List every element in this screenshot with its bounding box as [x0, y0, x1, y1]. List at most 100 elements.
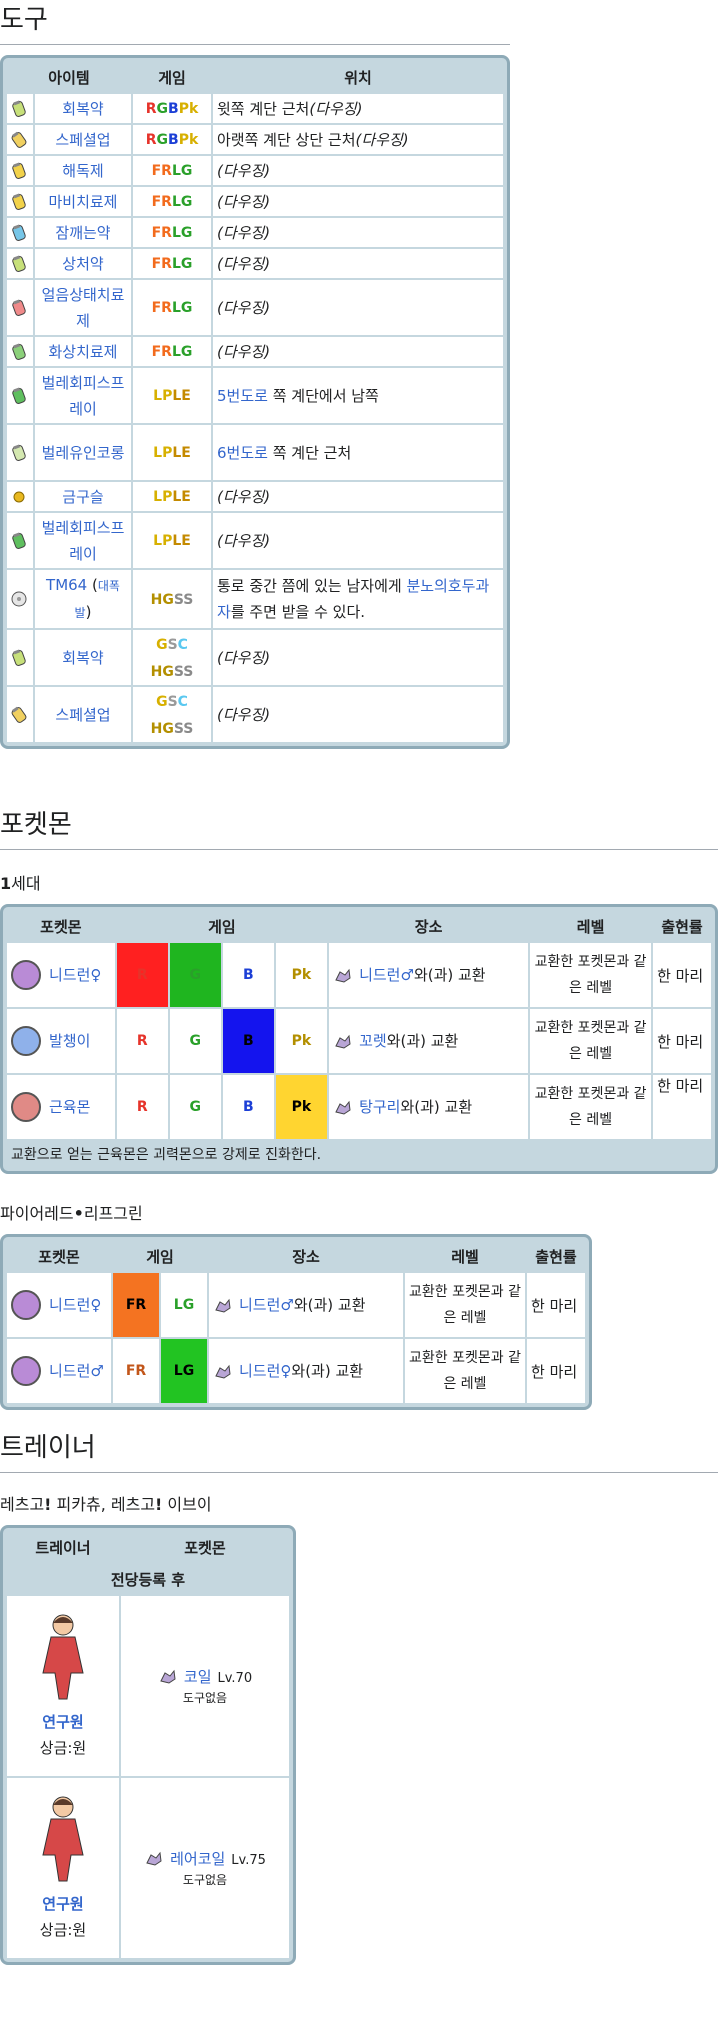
- location-item-link[interactable]: 분노의호두과자: [217, 577, 490, 621]
- item-link[interactable]: 스페셜업: [55, 130, 111, 149]
- game-badge: R: [145, 101, 157, 117]
- pokemon-link[interactable]: 근육몬: [49, 1097, 91, 1116]
- location-link[interactable]: 6번도로: [217, 443, 268, 462]
- trainer-pokemon-item: 도구없음: [182, 1873, 228, 1888]
- antidote-icon: [12, 161, 26, 179]
- pokemon-link[interactable]: 발챙이: [49, 1031, 91, 1050]
- section-heading-pokemon: 포켓몬: [0, 809, 718, 850]
- item-link[interactable]: 마비치료제: [48, 192, 118, 211]
- game-badge: S: [167, 636, 178, 653]
- page: 도구 아이템 게임 위치 회복약 RGBPk 윗쪽 계단 근처(다우징) 스페셜업 RGBPk…: [0, 5, 718, 1969]
- item-link[interactable]: 해독제: [62, 161, 104, 180]
- location-link[interactable]: 5번도로: [217, 386, 268, 405]
- game-badges: RGBPk: [146, 99, 199, 117]
- item-icon-cell: [7, 337, 33, 366]
- items-row: 벌레회피스프레이 LPLE 5번도로 쪽 계단에서 남쪽: [7, 368, 503, 423]
- item-name-cell: 마비치료제: [35, 187, 131, 216]
- game-badges: FRLG: [152, 223, 193, 241]
- game-badges: HGSS: [151, 662, 194, 680]
- item-sub-link[interactable]: 대폭발: [74, 579, 120, 620]
- pokemon-icon: [11, 1356, 41, 1386]
- trade1-row: 발챙이 R G B Pk 꼬렛와(과) 교환 교환한 포켓몬과 같은 레벨 한 마리: [7, 1009, 711, 1073]
- lets-go-c: 이브이: [162, 1495, 212, 1514]
- trade1-note-row: 교환으로 얻는 근육몬은 괴력몬으로 강제로 진화한다.: [7, 1141, 711, 1167]
- items-table-grid: 아이템 게임 위치 회복약 RGBPk 윗쪽 계단 근처(다우징) 스페셜업 RGBPk 아랫쪽…: [5, 60, 505, 744]
- item-link[interactable]: 스페셜업: [55, 705, 111, 724]
- trade2-header-2: 장소: [209, 1241, 403, 1271]
- item-game-cell: LPLE: [133, 368, 211, 423]
- place-text: 와(과) 교환: [293, 1296, 366, 1315]
- items-header-row: 아이템 게임 위치: [7, 62, 503, 92]
- pokemon-cell: 발챙이: [7, 1009, 115, 1073]
- item-link[interactable]: 얼음상태치료제: [41, 285, 125, 330]
- trainer-pokemon-link[interactable]: 코일: [183, 1667, 212, 1686]
- game-badges: LPLE: [153, 386, 191, 404]
- pokemon-icon: [11, 1290, 41, 1320]
- place-link[interactable]: 니드런♂: [239, 1296, 294, 1315]
- trainer-table: 트레이너 포켓몬 전당등록 후 연구원 상금:원 코일 Lv.70 도구없음 연구원 상금:원 레어…: [0, 1525, 718, 1969]
- pokemon-link[interactable]: 니드런♀: [49, 965, 102, 984]
- item-location-cell: 윗쪽 계단 근처(다우징): [213, 94, 503, 123]
- game-badges: GSC: [156, 635, 188, 653]
- gen1-text: 세대: [11, 874, 41, 893]
- pokemon-icon: [11, 1092, 41, 1122]
- item-link[interactable]: 상처약: [62, 254, 104, 273]
- trainer-cell: 연구원 상금:원: [7, 1778, 119, 1958]
- place-link[interactable]: 니드런♀: [239, 1362, 292, 1381]
- item-icon-cell: [7, 94, 33, 123]
- game-badges: GSC: [156, 692, 188, 710]
- trainer-pokemon-link[interactable]: 레어코일: [170, 1849, 226, 1868]
- item-link[interactable]: 벌레회피스프레이: [41, 518, 125, 563]
- item-link[interactable]: TM64: [46, 576, 88, 594]
- item-link[interactable]: 잠깨는약: [55, 223, 111, 242]
- game-cell: Pk: [275, 1075, 328, 1139]
- item-icon-cell: [7, 187, 33, 216]
- item-link[interactable]: 화상치료제: [48, 342, 118, 361]
- level-cell: 교환한 포켓몬과 같은 레벨: [405, 1273, 525, 1337]
- trainer-name-link[interactable]: 연구원: [42, 1713, 84, 1731]
- items-row: 회복약 GSC HGSS (다우징): [7, 630, 503, 685]
- level-text: 교환한 포켓몬과 같은 레벨: [409, 1350, 521, 1392]
- frlg-label-dot: •: [73, 1204, 84, 1223]
- rate-text: 한 마리: [657, 1032, 704, 1051]
- trade-table-gen1: 포켓몬 게임 장소 레벨 출현률 니드런♀ R G B Pk 니드런♂와(과) 교환 교환한 포켓몬과…: [0, 904, 718, 1178]
- game-label: G: [189, 1033, 202, 1049]
- trainer-cell: 연구원 상금:원: [7, 1596, 119, 1776]
- item-link[interactable]: 회복약: [62, 99, 104, 118]
- pokemon-link[interactable]: 니드런♀: [49, 1295, 102, 1314]
- item-game-cell: FRLG: [133, 156, 211, 185]
- item-game-cell: FRLG: [133, 187, 211, 216]
- item-name-cell: 벌레회피스프레이: [35, 368, 131, 423]
- item-icon-cell: [7, 513, 33, 568]
- place-cell: 탕구리와(과) 교환: [329, 1075, 529, 1139]
- item-link[interactable]: 벌레유인코롱: [41, 443, 125, 462]
- game-badge: LG: [171, 163, 193, 179]
- items-row: 회복약 RGBPk 윗쪽 계단 근처(다우징): [7, 94, 503, 123]
- item-link[interactable]: 회복약: [62, 648, 104, 667]
- item-link[interactable]: 벌레회피스프레이: [41, 373, 125, 418]
- game-badge: FR: [151, 344, 172, 360]
- place-link[interactable]: 니드런♂: [359, 966, 414, 985]
- items-row: TM64 (대폭발) HGSS 통로 중간 쯤에 있는 남자에게 분노의호두과자를 …: [7, 570, 503, 628]
- trade1-header-3: 레벨: [530, 911, 652, 941]
- trainer-row: 연구원 상금:원 코일 Lv.70 도구없음: [7, 1596, 289, 1776]
- pokemon-link[interactable]: 니드런♂: [49, 1361, 104, 1380]
- rate-cell: 한 마리: [653, 1075, 711, 1139]
- game-badge: LG: [171, 300, 193, 316]
- item-link[interactable]: 금구슬: [62, 487, 104, 506]
- game-badge: SS: [173, 591, 194, 608]
- place-cell: 니드런♂와(과) 교환: [329, 943, 529, 1007]
- paralyze-heal-icon: [12, 192, 26, 210]
- scientist-sprite-icon: [42, 1614, 84, 1700]
- trainer-pokemon-line: 코일 Lv.70: [125, 1666, 285, 1688]
- trade2-header-row: 포켓몬 게임 장소 레벨 출현률: [7, 1241, 585, 1271]
- item-game-cell: FRLG: [133, 337, 211, 366]
- trainer-name-link[interactable]: 연구원: [42, 1895, 84, 1913]
- place-link[interactable]: 탕구리: [359, 1098, 401, 1117]
- game-label: G: [189, 1099, 202, 1115]
- place-link[interactable]: 꼬렛: [359, 1032, 387, 1051]
- items-table: 아이템 게임 위치 회복약 RGBPk 윗쪽 계단 근처(다우징) 스페셜업 RGBPk 아랫쪽…: [0, 55, 718, 753]
- game-label: G: [189, 967, 202, 983]
- item-location-cell: (다우징): [213, 337, 503, 366]
- trade1-grid: 포켓몬 게임 장소 레벨 출현률 니드런♀ R G B Pk 니드런♂와(과) 교환 교환한 포켓몬과…: [5, 909, 713, 1169]
